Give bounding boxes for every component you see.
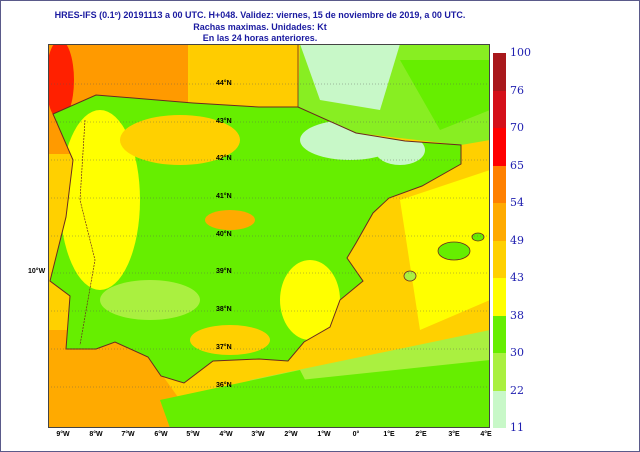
lat-label: 42°N (216, 155, 232, 162)
lon-label: 5°W (186, 431, 200, 438)
title-line-3: En las 24 horas anteriores. (202, 33, 318, 43)
lat-label: 43°N (216, 118, 232, 125)
legend-tick-label: 49 (510, 233, 524, 247)
lat-label: 44°N (216, 80, 232, 87)
title-line-1: HRES-IFS (0.1º) 20191113 a 00 UTC. H+048… (54, 10, 466, 20)
lon-label: 4°W (219, 431, 233, 438)
lat-label: 38°N (216, 306, 232, 313)
legend-tick-label: 65 (510, 158, 524, 172)
lon-label: 1°E (383, 431, 395, 438)
legend-band (493, 90, 506, 128)
legend-band (493, 240, 506, 278)
side-lon-label: 10°W (28, 268, 46, 275)
lat-label: 39°N (216, 268, 232, 275)
mallorca (437, 241, 471, 261)
lon-label: 9°W (56, 431, 70, 438)
lon-label: 2°W (284, 431, 298, 438)
lon-label: 7°W (121, 431, 135, 438)
ibiza (403, 270, 417, 282)
color-legend (493, 53, 506, 428)
lon-label: 8°W (89, 431, 103, 438)
lat-label: 36°N (216, 382, 232, 389)
legend-tick-label: 43 (510, 271, 524, 284)
lon-label: 1°W (317, 431, 331, 438)
legend-tick-label: 76 (510, 83, 524, 97)
legend-tick-label: 54 (510, 196, 524, 209)
legend-band (493, 203, 506, 241)
menorca (471, 232, 485, 242)
lat-label: 40°N (216, 231, 232, 238)
lon-label: 4°E (480, 431, 492, 438)
legend-band (493, 165, 506, 203)
legend-tick-label: 30 (510, 346, 524, 359)
lat-label: 37°N (216, 344, 232, 351)
legend-band (493, 128, 506, 166)
legend-band (493, 278, 506, 316)
legend-band (493, 353, 506, 391)
legend-tick-label: 100 (510, 46, 531, 59)
legend-tick-label: 11 (510, 421, 524, 434)
legend-band (493, 315, 506, 353)
legend-band (493, 53, 506, 91)
lat-label: 41°N (216, 193, 232, 200)
legend-tick-label: 38 (510, 308, 524, 322)
title-line-2: Rachas maximas. Unidades: Kt (193, 22, 327, 32)
lon-label: 6°W (154, 431, 168, 438)
legend-tick-label: 70 (510, 121, 524, 134)
lon-label: 0° (352, 431, 360, 438)
legend-tick-label: 22 (510, 383, 524, 397)
wind-gust-map (48, 44, 490, 428)
lon-label: 2°E (415, 431, 427, 438)
legend-band (493, 390, 506, 428)
lon-label: 3°E (448, 431, 460, 438)
lon-label: 3°W (251, 431, 265, 438)
